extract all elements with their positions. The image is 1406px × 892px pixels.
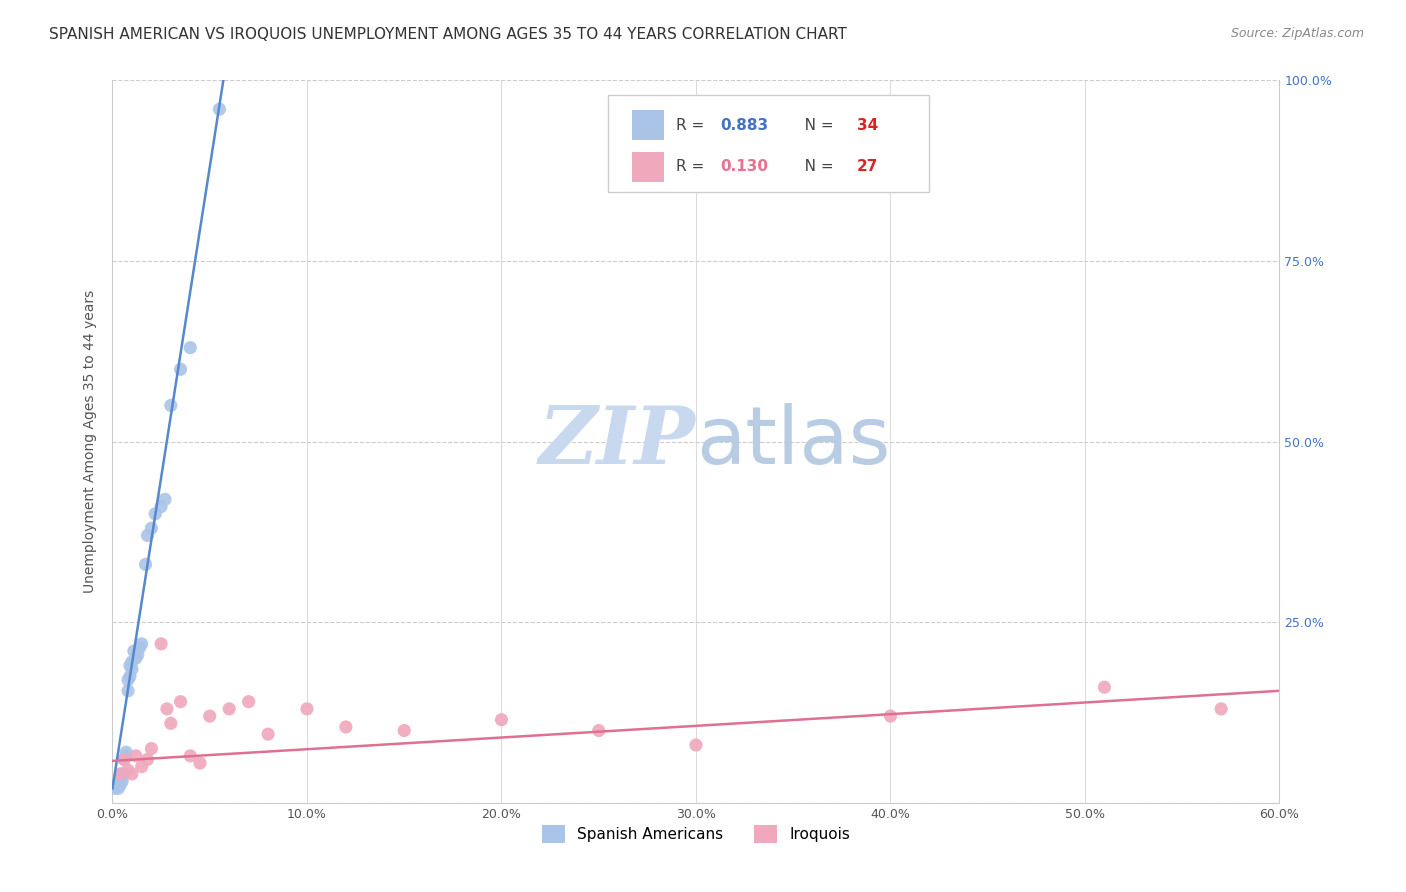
Point <box>111 774 134 789</box>
Point <box>491 713 513 727</box>
Point <box>685 738 707 752</box>
Text: atlas: atlas <box>696 402 890 481</box>
Point <box>1094 680 1116 694</box>
Point <box>160 398 183 412</box>
Point <box>1209 702 1232 716</box>
Point <box>141 521 163 535</box>
Point <box>110 778 132 792</box>
Point <box>122 644 145 658</box>
Text: R =: R = <box>676 118 709 133</box>
Point <box>141 741 163 756</box>
Text: 34: 34 <box>858 118 879 133</box>
Point <box>153 492 176 507</box>
Text: SPANISH AMERICAN VS IROQUOIS UNEMPLOYMENT AMONG AGES 35 TO 44 YEARS CORRELATION : SPANISH AMERICAN VS IROQUOIS UNEMPLOYMEN… <box>49 27 846 42</box>
Point <box>115 745 138 759</box>
Text: Source: ZipAtlas.com: Source: ZipAtlas.com <box>1230 27 1364 40</box>
Point <box>127 648 149 662</box>
Y-axis label: Unemployment Among Ages 35 to 44 years: Unemployment Among Ages 35 to 44 years <box>83 290 97 593</box>
Text: ZIP: ZIP <box>538 403 696 480</box>
Point <box>105 780 128 794</box>
Text: N =: N = <box>790 118 839 133</box>
Point <box>117 673 139 687</box>
Point <box>135 558 157 572</box>
Point <box>107 778 129 792</box>
Point <box>121 655 143 669</box>
Point <box>160 716 183 731</box>
FancyBboxPatch shape <box>631 152 665 182</box>
Point <box>118 658 141 673</box>
Point <box>105 778 128 792</box>
Point <box>295 702 318 716</box>
Point <box>111 767 134 781</box>
Point <box>125 748 148 763</box>
Point <box>179 748 201 763</box>
Point <box>117 683 139 698</box>
Point <box>136 752 159 766</box>
Text: R =: R = <box>676 160 709 174</box>
Point <box>188 756 211 770</box>
Point <box>103 781 125 796</box>
Point <box>121 662 143 676</box>
Point <box>131 760 153 774</box>
Point <box>110 767 132 781</box>
Text: N =: N = <box>790 160 839 174</box>
Point <box>169 695 191 709</box>
Point <box>112 752 135 766</box>
Point <box>179 341 201 355</box>
Point <box>879 709 901 723</box>
Point <box>107 781 129 796</box>
Point <box>198 709 221 723</box>
Point <box>156 702 179 716</box>
Point <box>394 723 416 738</box>
Point <box>588 723 610 738</box>
Point <box>150 500 173 514</box>
Point <box>117 764 139 778</box>
Point <box>112 767 135 781</box>
Point <box>115 748 138 763</box>
Point <box>218 702 240 716</box>
Point <box>208 102 231 116</box>
Legend: Spanish Americans, Iroquois: Spanish Americans, Iroquois <box>536 819 856 849</box>
Point <box>136 528 159 542</box>
Point <box>238 695 260 709</box>
Point <box>112 752 135 766</box>
Point <box>110 774 132 789</box>
Point <box>128 640 150 655</box>
FancyBboxPatch shape <box>609 95 929 193</box>
Text: 0.883: 0.883 <box>720 118 769 133</box>
Point <box>335 720 357 734</box>
Point <box>131 637 153 651</box>
Point <box>121 767 143 781</box>
Text: 0.130: 0.130 <box>720 160 769 174</box>
Point <box>125 651 148 665</box>
Point <box>118 669 141 683</box>
Point <box>169 362 191 376</box>
Text: 27: 27 <box>858 160 879 174</box>
Point <box>257 727 280 741</box>
FancyBboxPatch shape <box>631 110 665 140</box>
Point <box>143 507 166 521</box>
Point <box>150 637 173 651</box>
